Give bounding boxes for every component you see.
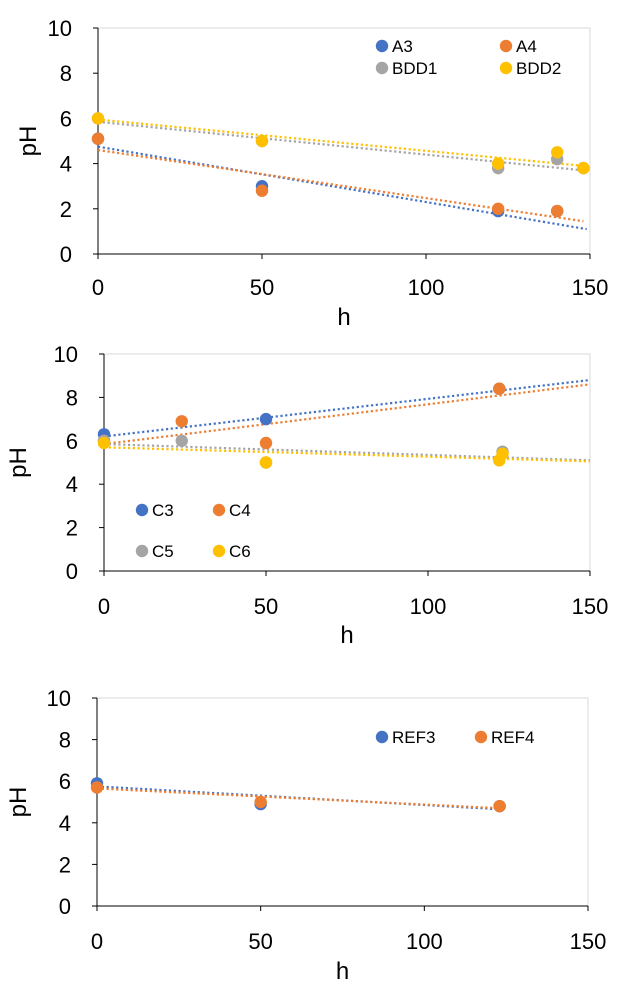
point-bdd2: [577, 161, 590, 175]
y-tick-label: 4: [66, 472, 78, 497]
x-tick-label: 150: [572, 275, 609, 300]
trendline-bdd1: [97, 120, 584, 172]
y-axis-title: pH: [5, 447, 32, 478]
legend-marker-bdd2: [499, 61, 513, 75]
point-c4: [175, 415, 188, 428]
legend-marker-ref4: [474, 730, 488, 744]
y-tick-label: 6: [66, 429, 78, 454]
x-axis-title: h: [336, 958, 349, 985]
point-bdd2: [551, 146, 564, 159]
legend: C3 C4 C5 C6: [135, 501, 251, 561]
trendline-c6: [103, 446, 591, 463]
trendline-c4: [103, 383, 591, 446]
legend-label-ref4: REF4: [491, 728, 534, 747]
point-bdd2: [255, 134, 269, 148]
point-c5: [175, 434, 188, 447]
trendline-c3: [103, 378, 591, 438]
y-axis-title: pH: [15, 126, 42, 157]
legend-marker-ref3: [375, 730, 389, 744]
point-c6: [496, 447, 509, 461]
x-tick-label: 150: [570, 929, 607, 954]
legend-marker-a3: [375, 39, 389, 53]
y-tick-label: 0: [60, 242, 72, 267]
point-ref4: [254, 795, 267, 809]
legend-label-c5: C5: [152, 542, 174, 561]
point-c4: [259, 436, 273, 450]
legend-marker-c4: [212, 503, 226, 517]
legend-label-bdd1: BDD1: [392, 59, 437, 78]
point-c3: [259, 412, 273, 426]
legend-marker-c5: [135, 544, 149, 558]
x-tick-label: 50: [254, 594, 278, 619]
point-a4: [551, 204, 564, 218]
x-tick-label: 100: [408, 275, 445, 300]
legend-label-bdd2: BDD2: [516, 59, 561, 78]
y-tick-label: 0: [59, 894, 71, 919]
plot-area: [103, 353, 591, 572]
point-a4: [491, 202, 505, 215]
x-tick-label: 0: [98, 594, 110, 619]
x-tick-label: 100: [406, 929, 443, 954]
x-axis-title: h: [340, 622, 353, 649]
trendline-a4: [97, 148, 584, 223]
y-tick-label: 4: [59, 811, 71, 836]
legend-label-a3: A3: [392, 37, 413, 56]
x-tick-label: 50: [248, 929, 272, 954]
point-c6: [259, 456, 273, 469]
y-tick-label: 8: [59, 728, 71, 753]
x-tick-label: 0: [91, 929, 103, 954]
point-bdd2: [91, 112, 105, 125]
x-tick-label: 50: [250, 275, 274, 300]
y-tick-label: 2: [59, 852, 71, 877]
y-tick-label: 10: [54, 342, 78, 367]
point-c4: [493, 382, 506, 395]
point-bdd2: [491, 157, 505, 170]
legend-label-c4: C4: [229, 501, 251, 520]
legend-marker-a4: [499, 39, 513, 53]
legend-marker-bdd1: [375, 61, 389, 75]
trendline-ref3: [96, 785, 500, 811]
point-ref4: [493, 799, 506, 813]
y-tick-label: 2: [66, 516, 78, 541]
legend-marker-c6: [212, 544, 226, 558]
legend-label-a4: A4: [516, 37, 537, 56]
point-c6: [97, 436, 111, 450]
y-tick-label: 2: [60, 197, 72, 222]
legend-label-ref3: REF3: [392, 728, 435, 747]
x-tick-label: 100: [410, 594, 447, 619]
x-tick-label: 150: [572, 594, 609, 619]
y-tick-label: 10: [47, 686, 71, 711]
legend-label-c6: C6: [229, 542, 251, 561]
y-tick-label: 10: [48, 16, 72, 41]
point-ref4: [90, 781, 104, 794]
point-a4: [255, 184, 269, 197]
point-a4: [91, 132, 105, 145]
legend-label-c3: C3: [152, 501, 174, 520]
x-tick-label: 0: [92, 275, 104, 300]
legend: A3 A4 BDD1 BDD2: [375, 37, 561, 78]
y-tick-label: 0: [66, 559, 78, 584]
y-tick-label: 6: [60, 106, 72, 131]
y-tick-label: 6: [59, 769, 71, 794]
y-tick-label: 4: [60, 152, 72, 177]
x-axis-title: h: [337, 304, 350, 331]
trendline-c5: [103, 442, 591, 462]
legend-marker-c3: [135, 503, 149, 517]
y-tick-label: 8: [60, 61, 72, 86]
y-axis-title: pH: [5, 787, 32, 818]
trendline-a3: [97, 145, 587, 231]
legend: REF3 REF4: [375, 728, 534, 747]
y-tick-label: 8: [66, 385, 78, 410]
